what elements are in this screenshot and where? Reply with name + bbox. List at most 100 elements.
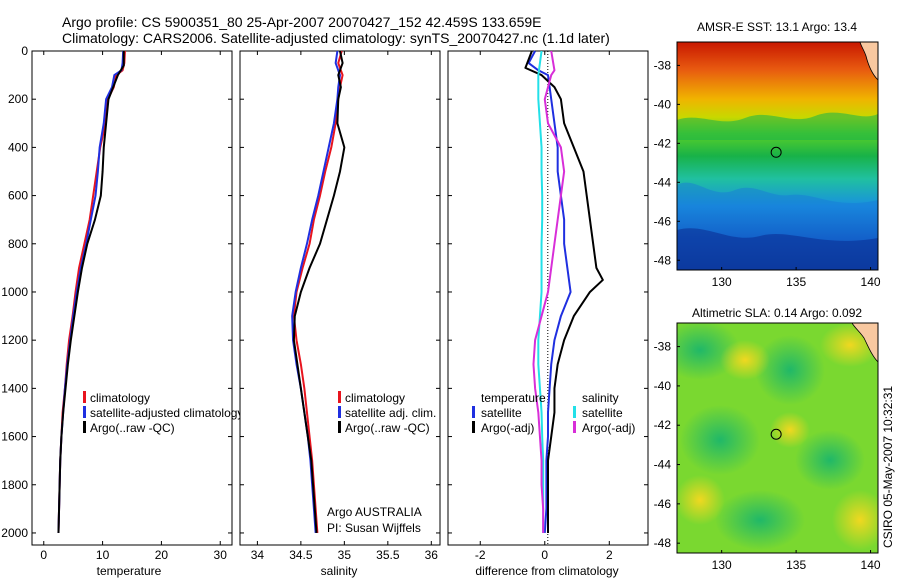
y-tick-label: 2000 <box>1 526 28 540</box>
temperature-legend: climatology satellite-adjusted climatolo… <box>83 391 243 435</box>
map-x-tick-label: 130 <box>712 558 732 572</box>
map-y-tick-label: -46 <box>654 214 672 228</box>
series-line-temperature-satellite <box>527 50 572 534</box>
sst-map-image <box>677 42 878 270</box>
sla-map-title: Altimetric SLA: 0.14 Argo: 0.092 <box>692 306 862 320</box>
salinity-xlabel: salinity <box>321 564 358 578</box>
salinity-legend: climatology satellite adj. clim. Argo(..… <box>338 391 436 435</box>
legend-label-sal-argo: Argo(-adj) <box>582 421 635 435</box>
sla-map-frame <box>676 322 879 554</box>
y-tick-label: 200 <box>8 92 28 106</box>
difference-y-ticks <box>448 50 648 534</box>
x-tick-label: 0 <box>541 548 548 562</box>
y-tick-label: 400 <box>8 140 28 154</box>
map-x-tick-label: 135 <box>786 558 806 572</box>
legend-label-climatology: climatology <box>90 391 150 405</box>
legend-swatch-argo <box>338 421 341 433</box>
legend-header-salinity: salinity <box>582 391 619 405</box>
figure-title: Argo profile: CS 5900351_80 25-Apr-2007 … <box>62 14 542 30</box>
sst-argo-location-marker <box>770 146 782 158</box>
y-tick-label: 600 <box>8 189 28 203</box>
map-y-tick-label: -48 <box>654 536 672 550</box>
legend-header-temperature: temperature <box>481 391 546 405</box>
x-tick-label: 36 <box>425 548 439 562</box>
map-x-tick-label: 130 <box>712 275 732 289</box>
x-tick-label: 34.5 <box>289 548 313 562</box>
map-x-tick-label: 140 <box>861 275 881 289</box>
x-tick-label: 35 <box>338 548 352 562</box>
x-tick-label: 35.5 <box>376 548 400 562</box>
legend-swatch-argo <box>83 421 86 433</box>
pi-label: PI: Susan Wijffels <box>327 521 421 535</box>
legend-swatch-sal-satellite <box>573 406 576 418</box>
legend-swatch-temp-satellite <box>472 406 475 418</box>
sst-map-title: AMSR-E SST: 13.1 Argo: 13.4 <box>697 20 857 34</box>
y-tick-label: 1800 <box>1 478 28 492</box>
y-tick-label: 1600 <box>1 430 28 444</box>
legend-label-temp-satellite: satellite <box>481 406 522 420</box>
argo-program-label: Argo AUSTRALIA <box>327 505 422 519</box>
csiro-timestamp: CSIRO 05-May-2007 10:32:31 <box>881 386 895 548</box>
sla-argo-location-marker <box>770 428 782 440</box>
y-tick-label: 0 <box>21 44 28 58</box>
sst-map-y-ticks: -38 -40 -42 -44 -46 -48 <box>654 58 680 267</box>
figure-subtitle: Climatology: CARS2006. Satellite-adjuste… <box>62 30 610 46</box>
salinity-plot-frame <box>239 50 441 546</box>
difference-x-ticks: -2 0 2 <box>475 51 613 562</box>
map-y-tick-label: -48 <box>654 253 672 267</box>
legend-swatch-temp-argo <box>472 421 475 433</box>
legend-label-climatology: climatology <box>345 391 405 405</box>
difference-xlabel: difference from climatology <box>475 564 618 578</box>
map-y-tick-label: -38 <box>654 58 672 72</box>
y-tick-label: 1000 <box>1 285 28 299</box>
legend-label-argo: Argo(..raw -QC) <box>345 421 430 435</box>
map-y-tick-label: -42 <box>654 418 672 432</box>
x-tick-label: -2 <box>475 548 486 562</box>
legend-label-satellite-adjusted: satellite-adjusted climatology <box>90 406 243 420</box>
difference-series <box>524 50 604 534</box>
x-tick-label: 10 <box>96 548 110 562</box>
temperature-y-ticks: 0 200 400 600 800 1000 1200 1400 1600 1800 2000 <box>1 44 232 540</box>
x-tick-label: 2 <box>606 548 613 562</box>
series-line-salinity-satellite <box>537 50 545 533</box>
legend-swatch-climatology <box>83 391 86 403</box>
map-y-tick-label: -44 <box>654 175 672 189</box>
sst-map-x-ticks: 130 135 140 <box>712 267 881 289</box>
temperature-xlabel: temperature <box>97 564 162 578</box>
map-y-tick-label: -38 <box>654 340 672 354</box>
series-line-salinity-argo-adj <box>532 50 566 533</box>
series-line-argo-raw-qc <box>292 50 346 534</box>
y-tick-label: 800 <box>8 237 28 251</box>
y-tick-label: 1400 <box>1 381 28 395</box>
difference-panel: -2 0 2 difference from climatology tempera… <box>447 50 649 578</box>
map-y-tick-label: -44 <box>654 458 672 472</box>
difference-legend: temperature salinity satellite Argo(-adj… <box>472 391 635 435</box>
map-x-tick-label: 135 <box>786 275 806 289</box>
legend-swatch-sal-argo <box>573 421 576 433</box>
y-tick-label: 1200 <box>1 333 28 347</box>
x-tick-label: 34 <box>251 548 265 562</box>
sla-map-image <box>677 323 878 553</box>
salinity-y-ticks <box>240 50 440 534</box>
legend-swatch-climatology <box>338 391 341 403</box>
series-line-argo-raw-qc <box>57 51 125 533</box>
salinity-series <box>291 50 346 534</box>
temperature-panel: 0 200 400 600 800 1000 1200 1400 1600 1800 2000 0 1… <box>1 44 243 578</box>
sla-map-x-ticks: 130 135 140 <box>712 550 881 572</box>
sst-map-frame <box>676 41 879 271</box>
map-y-tick-label: -40 <box>654 97 672 111</box>
legend-label-argo: Argo(..raw -QC) <box>90 421 175 435</box>
legend-label-sal-satellite: satellite <box>582 406 623 420</box>
temperature-x-ticks: 0 10 20 30 <box>40 51 227 562</box>
legend-swatch-satellite-adj <box>338 406 341 418</box>
x-tick-label: 20 <box>155 548 169 562</box>
map-y-tick-label: -46 <box>654 497 672 511</box>
series-line-temperature-argo-adj <box>524 50 604 533</box>
temperature-plot-frame <box>31 50 233 546</box>
legend-label-temp-argo: Argo(-adj) <box>481 421 534 435</box>
sla-map-y-ticks: -38 -40 -42 -44 -46 -48 <box>654 340 680 550</box>
salinity-x-ticks: 34 34.5 35 35.5 36 <box>251 51 439 562</box>
sst-map-panel: AMSR-E SST: 13.1 Argo: 13.4 -38 -40 -42 -44… <box>654 20 881 289</box>
legend-label-satellite-adj: satellite adj. clim. <box>345 406 436 420</box>
